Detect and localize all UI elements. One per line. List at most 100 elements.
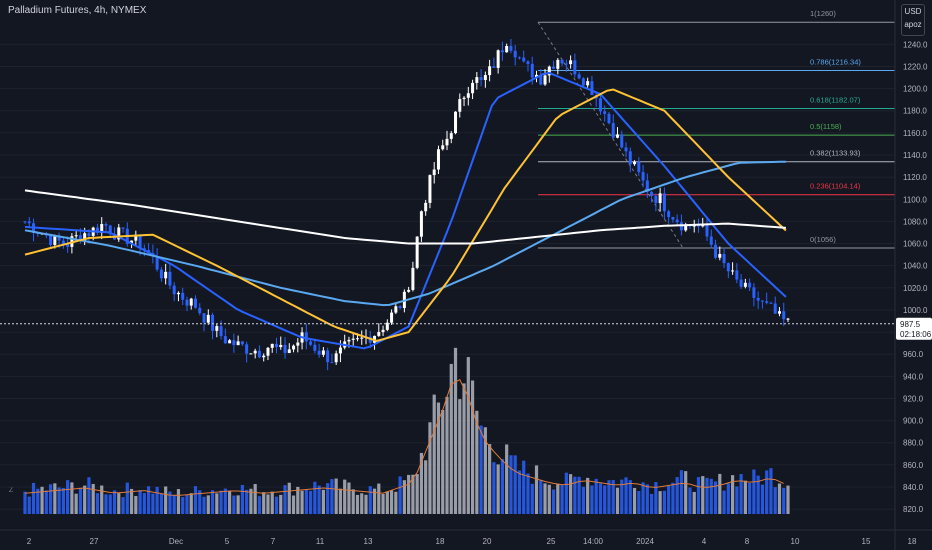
candle-body bbox=[419, 211, 423, 237]
volume-bar bbox=[428, 422, 432, 514]
volume-bar bbox=[308, 490, 313, 514]
volume-bar bbox=[138, 490, 142, 514]
candle-body bbox=[360, 337, 364, 339]
volume-bar bbox=[343, 479, 347, 514]
volume-bar bbox=[637, 490, 641, 514]
volume-bar bbox=[730, 475, 735, 514]
candle-body bbox=[564, 63, 568, 65]
price-tick-label: 1180.0 bbox=[903, 107, 927, 116]
candle-body bbox=[27, 221, 31, 224]
volume-bar bbox=[436, 402, 441, 514]
volume-bar bbox=[274, 496, 279, 514]
candle-body bbox=[215, 326, 219, 331]
candle-body bbox=[313, 344, 317, 351]
candle-body bbox=[100, 224, 104, 233]
volume-bar bbox=[202, 496, 206, 514]
candle-body bbox=[223, 336, 227, 344]
volume-bar bbox=[245, 489, 249, 514]
candle-body bbox=[66, 244, 70, 247]
candle-body bbox=[586, 81, 590, 86]
time-tick-label: 20 bbox=[483, 537, 492, 546]
volume-bar bbox=[641, 482, 645, 514]
candle-body bbox=[292, 345, 296, 350]
candle-body bbox=[441, 145, 445, 150]
volume-bar bbox=[381, 494, 385, 514]
volume-bar bbox=[48, 484, 53, 514]
volume-bar bbox=[61, 488, 65, 514]
candle-body bbox=[739, 279, 743, 287]
candle-body bbox=[407, 289, 411, 292]
volume-bar bbox=[475, 410, 479, 514]
candle-body bbox=[722, 253, 726, 264]
price-tick-label: 940.0 bbox=[903, 372, 924, 381]
candle-body bbox=[415, 236, 419, 268]
time-axis[interactable]: 2 27 Dec 5 7 11 13 18 20 25 14:00 2024 4 8 10 15 18 bbox=[0, 529, 932, 546]
volume-bar bbox=[83, 485, 87, 514]
candle-body bbox=[458, 99, 462, 112]
volume-bar bbox=[87, 477, 91, 514]
time-tick-label: 4 bbox=[702, 537, 707, 546]
volume-bar bbox=[488, 444, 492, 514]
volume-bar bbox=[402, 480, 406, 514]
volume-bar bbox=[193, 486, 198, 514]
scale-mode-label: apoz bbox=[904, 20, 922, 29]
price-tick-label: 1040.0 bbox=[903, 262, 928, 271]
candle-body bbox=[296, 342, 300, 346]
moving-average-line bbox=[24, 189, 786, 245]
volume-bar bbox=[632, 487, 637, 514]
volume-bar bbox=[317, 485, 321, 514]
candle-body bbox=[411, 267, 415, 290]
candle-body bbox=[321, 350, 325, 355]
price-tick-label: 1240.0 bbox=[903, 40, 928, 49]
price-tick-label: 1220.0 bbox=[903, 62, 928, 71]
volume-bar bbox=[662, 490, 666, 514]
currency-selector[interactable]: USD apoz bbox=[901, 4, 925, 36]
volume-bar bbox=[560, 484, 564, 514]
zoom-reset-button[interactable]: Z bbox=[8, 487, 14, 494]
candle-body bbox=[390, 312, 394, 323]
volume-bar bbox=[696, 477, 701, 514]
candle-body bbox=[598, 98, 602, 112]
volume-bar bbox=[262, 492, 266, 514]
candle-body bbox=[377, 332, 381, 336]
fibonacci-retracement[interactable]: 1(1260) 0.786(1216.34) 0.618(1182.07) 0.5(1… bbox=[537, 9, 895, 249]
candle-body bbox=[168, 271, 172, 286]
candle-body bbox=[274, 343, 278, 348]
candle-body bbox=[500, 50, 504, 53]
candle-body bbox=[130, 240, 134, 244]
candle-body bbox=[317, 350, 321, 355]
volume-bar bbox=[27, 496, 31, 514]
candle-body bbox=[279, 344, 283, 348]
volume-bar bbox=[351, 489, 355, 514]
candle-body bbox=[189, 298, 193, 306]
volume-bar bbox=[654, 482, 658, 514]
candle-body bbox=[773, 303, 777, 314]
candle-body bbox=[257, 350, 261, 358]
price-axis[interactable]: 820.0 840.0 860.0 880.0 900.0 920.0 940.0 960.0… bbox=[894, 0, 928, 550]
candle-body bbox=[577, 74, 581, 79]
candle-body bbox=[769, 302, 773, 304]
volume-bar bbox=[760, 484, 765, 514]
volume-bar bbox=[556, 483, 560, 514]
candle-body bbox=[206, 314, 210, 323]
volume-bar bbox=[769, 468, 773, 514]
candle-body bbox=[662, 193, 666, 212]
candle-body bbox=[462, 97, 466, 100]
volume-bar bbox=[394, 491, 398, 514]
volume-bar bbox=[240, 484, 244, 514]
candle-body bbox=[569, 60, 573, 65]
volume-bar bbox=[466, 357, 470, 514]
volume-bar bbox=[615, 487, 620, 514]
candle-body bbox=[658, 193, 662, 204]
volume-bar bbox=[164, 486, 168, 514]
volume-bar bbox=[658, 491, 662, 514]
candle-body bbox=[236, 341, 240, 346]
volume-bar bbox=[667, 485, 671, 514]
volume-bar bbox=[765, 470, 769, 514]
volume-bar bbox=[100, 485, 104, 514]
volume-bar bbox=[590, 485, 594, 514]
volume-bar bbox=[500, 459, 505, 514]
price-tick-label: 1080.0 bbox=[903, 217, 928, 226]
volume-bar bbox=[688, 487, 692, 514]
